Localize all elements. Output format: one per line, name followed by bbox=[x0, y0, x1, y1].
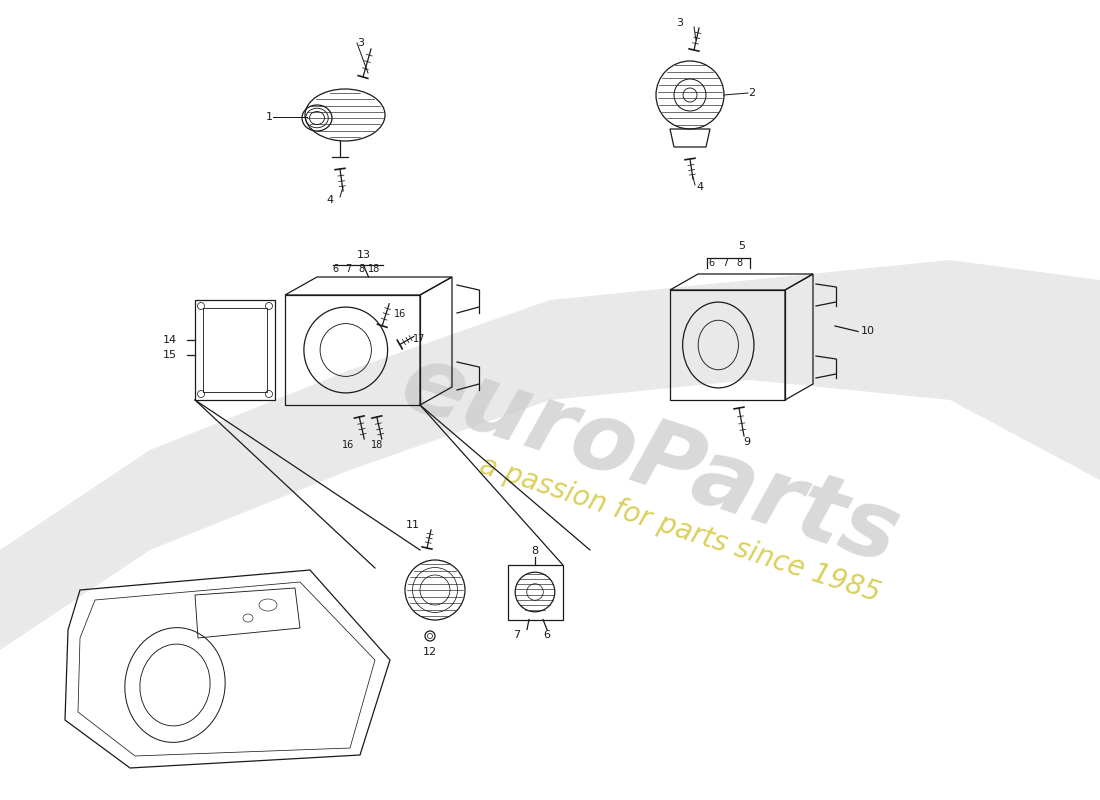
Bar bbox=[285, 295, 420, 405]
Bar bbox=[670, 290, 785, 400]
Text: 11: 11 bbox=[406, 520, 420, 530]
Text: 8: 8 bbox=[359, 264, 364, 274]
Text: 12: 12 bbox=[422, 647, 437, 657]
Text: 4: 4 bbox=[696, 182, 704, 192]
Text: 18: 18 bbox=[371, 440, 383, 450]
Text: 9: 9 bbox=[744, 437, 750, 447]
Text: 17: 17 bbox=[414, 334, 426, 344]
Text: 4: 4 bbox=[327, 195, 333, 205]
Bar bbox=[507, 565, 562, 619]
Text: 2: 2 bbox=[748, 88, 755, 98]
Text: 13: 13 bbox=[356, 250, 371, 260]
Bar bbox=[204, 308, 267, 392]
Text: 18: 18 bbox=[368, 264, 381, 274]
Polygon shape bbox=[0, 260, 1100, 650]
Bar bbox=[195, 300, 275, 400]
Text: 7: 7 bbox=[723, 258, 728, 268]
Text: 1: 1 bbox=[266, 112, 273, 122]
Text: 8: 8 bbox=[531, 546, 539, 555]
Text: 16: 16 bbox=[394, 309, 407, 318]
Text: 7: 7 bbox=[514, 630, 520, 639]
Text: 6: 6 bbox=[543, 630, 550, 639]
Text: euroParts: euroParts bbox=[389, 336, 911, 584]
Text: 6: 6 bbox=[708, 258, 715, 268]
Text: 10: 10 bbox=[861, 326, 875, 337]
Text: 6: 6 bbox=[332, 264, 339, 274]
Text: 3: 3 bbox=[358, 38, 364, 48]
Text: 5: 5 bbox=[738, 241, 745, 251]
Text: 7: 7 bbox=[345, 264, 352, 274]
Text: 14: 14 bbox=[163, 335, 177, 345]
Text: 3: 3 bbox=[676, 18, 683, 28]
Text: 16: 16 bbox=[342, 440, 354, 450]
Text: a passion for parts since 1985: a passion for parts since 1985 bbox=[476, 452, 884, 608]
Text: 15: 15 bbox=[163, 350, 177, 360]
Text: 8: 8 bbox=[736, 258, 743, 268]
